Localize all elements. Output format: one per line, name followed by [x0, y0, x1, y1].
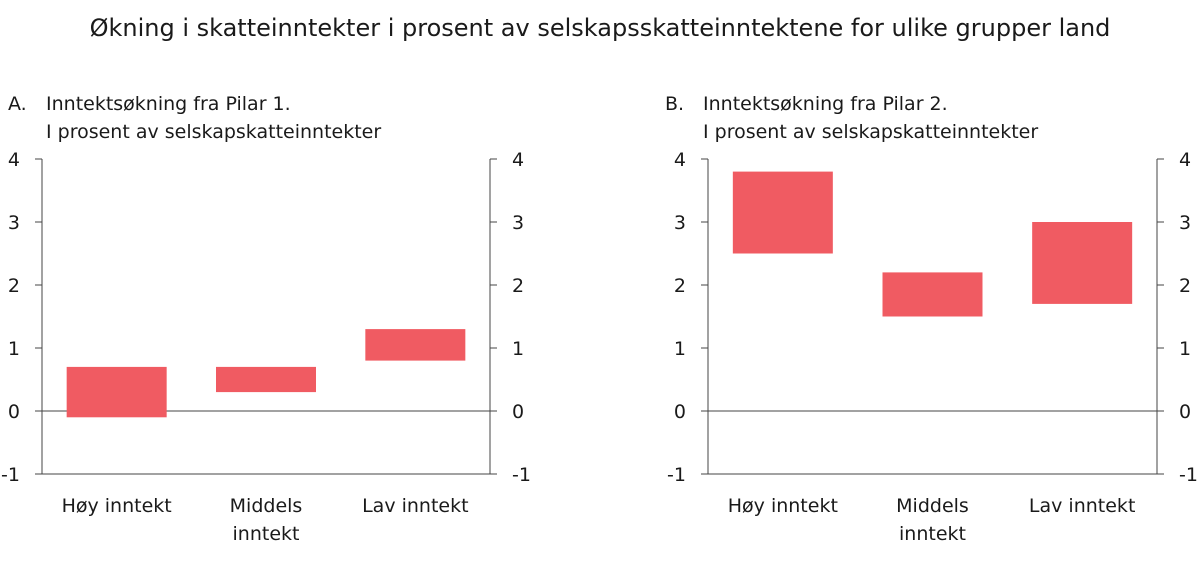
panel-a-y-tick-label-right: 1	[512, 338, 524, 360]
panel-b-subtitle: I prosent av selskapskatteinntekter	[703, 121, 1039, 143]
panel-a-category-label: Lav inntekt	[362, 495, 468, 517]
panel-a-titles: Inntektsøkning fra Pilar 1. I prosent av…	[46, 90, 381, 146]
panel-a-title: Inntektsøkning fra Pilar 1.	[46, 93, 291, 115]
panel-b-y-tick-label-left: 0	[674, 401, 686, 423]
panel-b-y-tick-label-left: 4	[674, 149, 686, 171]
panel-a-y-tick-label-left: 2	[8, 275, 20, 297]
panel-b-bar-3	[1032, 222, 1133, 304]
panel-a-category-label: Høy inntekt	[62, 495, 172, 517]
panel-b-y-tick-label-right: 2	[1179, 275, 1191, 297]
panel-b-y-tick-label-right: 3	[1179, 212, 1191, 234]
panel-b-y-tick-label-left: 2	[674, 275, 686, 297]
panel-a-y-tick-label-left: 3	[8, 212, 20, 234]
panel-b-category-label: inntekt	[899, 523, 966, 545]
panel-b-bar-2	[882, 272, 983, 317]
panel-b-category-label: Middels	[896, 495, 969, 517]
panel-b-y-tick-label-left: -1	[667, 464, 686, 486]
panel-a-subtitle: I prosent av selskapskatteinntekter	[46, 121, 382, 143]
panel-a-bar-1	[66, 366, 167, 418]
panel-a-y-tick-label-right: 2	[512, 275, 524, 297]
panel-b-title: Inntektsøkning fra Pilar 2.	[703, 93, 948, 115]
panel-a-category-label: Middels	[230, 495, 303, 517]
panel-a-category-label: inntekt	[233, 523, 300, 545]
panel-b-y-tick-label-left: 1	[674, 338, 686, 360]
panel-a-y-tick-label-right: -1	[512, 464, 531, 486]
panel-b-bar-1	[732, 171, 833, 254]
panel-a-y-tick-label-left: 1	[8, 338, 20, 360]
panel-a-y-tick-label-left: 4	[8, 149, 20, 171]
panel-b-category-label: Høy inntekt	[728, 495, 838, 517]
panel-a-bar-2	[216, 366, 316, 393]
panel-a-y-tick-label-right: 0	[512, 401, 524, 423]
panel-a-letter: A.	[8, 93, 27, 115]
panel-b-y-tick-label-right: 1	[1179, 338, 1191, 360]
panel-b-y-tick-label-left: 3	[674, 212, 686, 234]
panel-b-y-tick-label-right: 4	[1179, 149, 1191, 171]
panel-b-y-tick-label-right: 0	[1179, 401, 1191, 423]
panel-a-y-tick-label-right: 3	[512, 212, 524, 234]
panel-b-y-tick-label-right: -1	[1179, 464, 1198, 486]
panel-b-titles: Inntektsøkning fra Pilar 2. I prosent av…	[703, 90, 1038, 146]
panel-a-y-tick-label-left: 0	[8, 401, 20, 423]
panel-a-bar-3	[365, 329, 466, 361]
panel-b-category-label: Lav inntekt	[1029, 495, 1135, 517]
panel-a-y-tick-label-right: 4	[512, 149, 524, 171]
chart-title: Økning i skatteinntekter i prosent av se…	[89, 14, 1111, 42]
panel-a-y-tick-label-left: -1	[1, 464, 20, 486]
panel-b-letter: B.	[665, 93, 685, 115]
